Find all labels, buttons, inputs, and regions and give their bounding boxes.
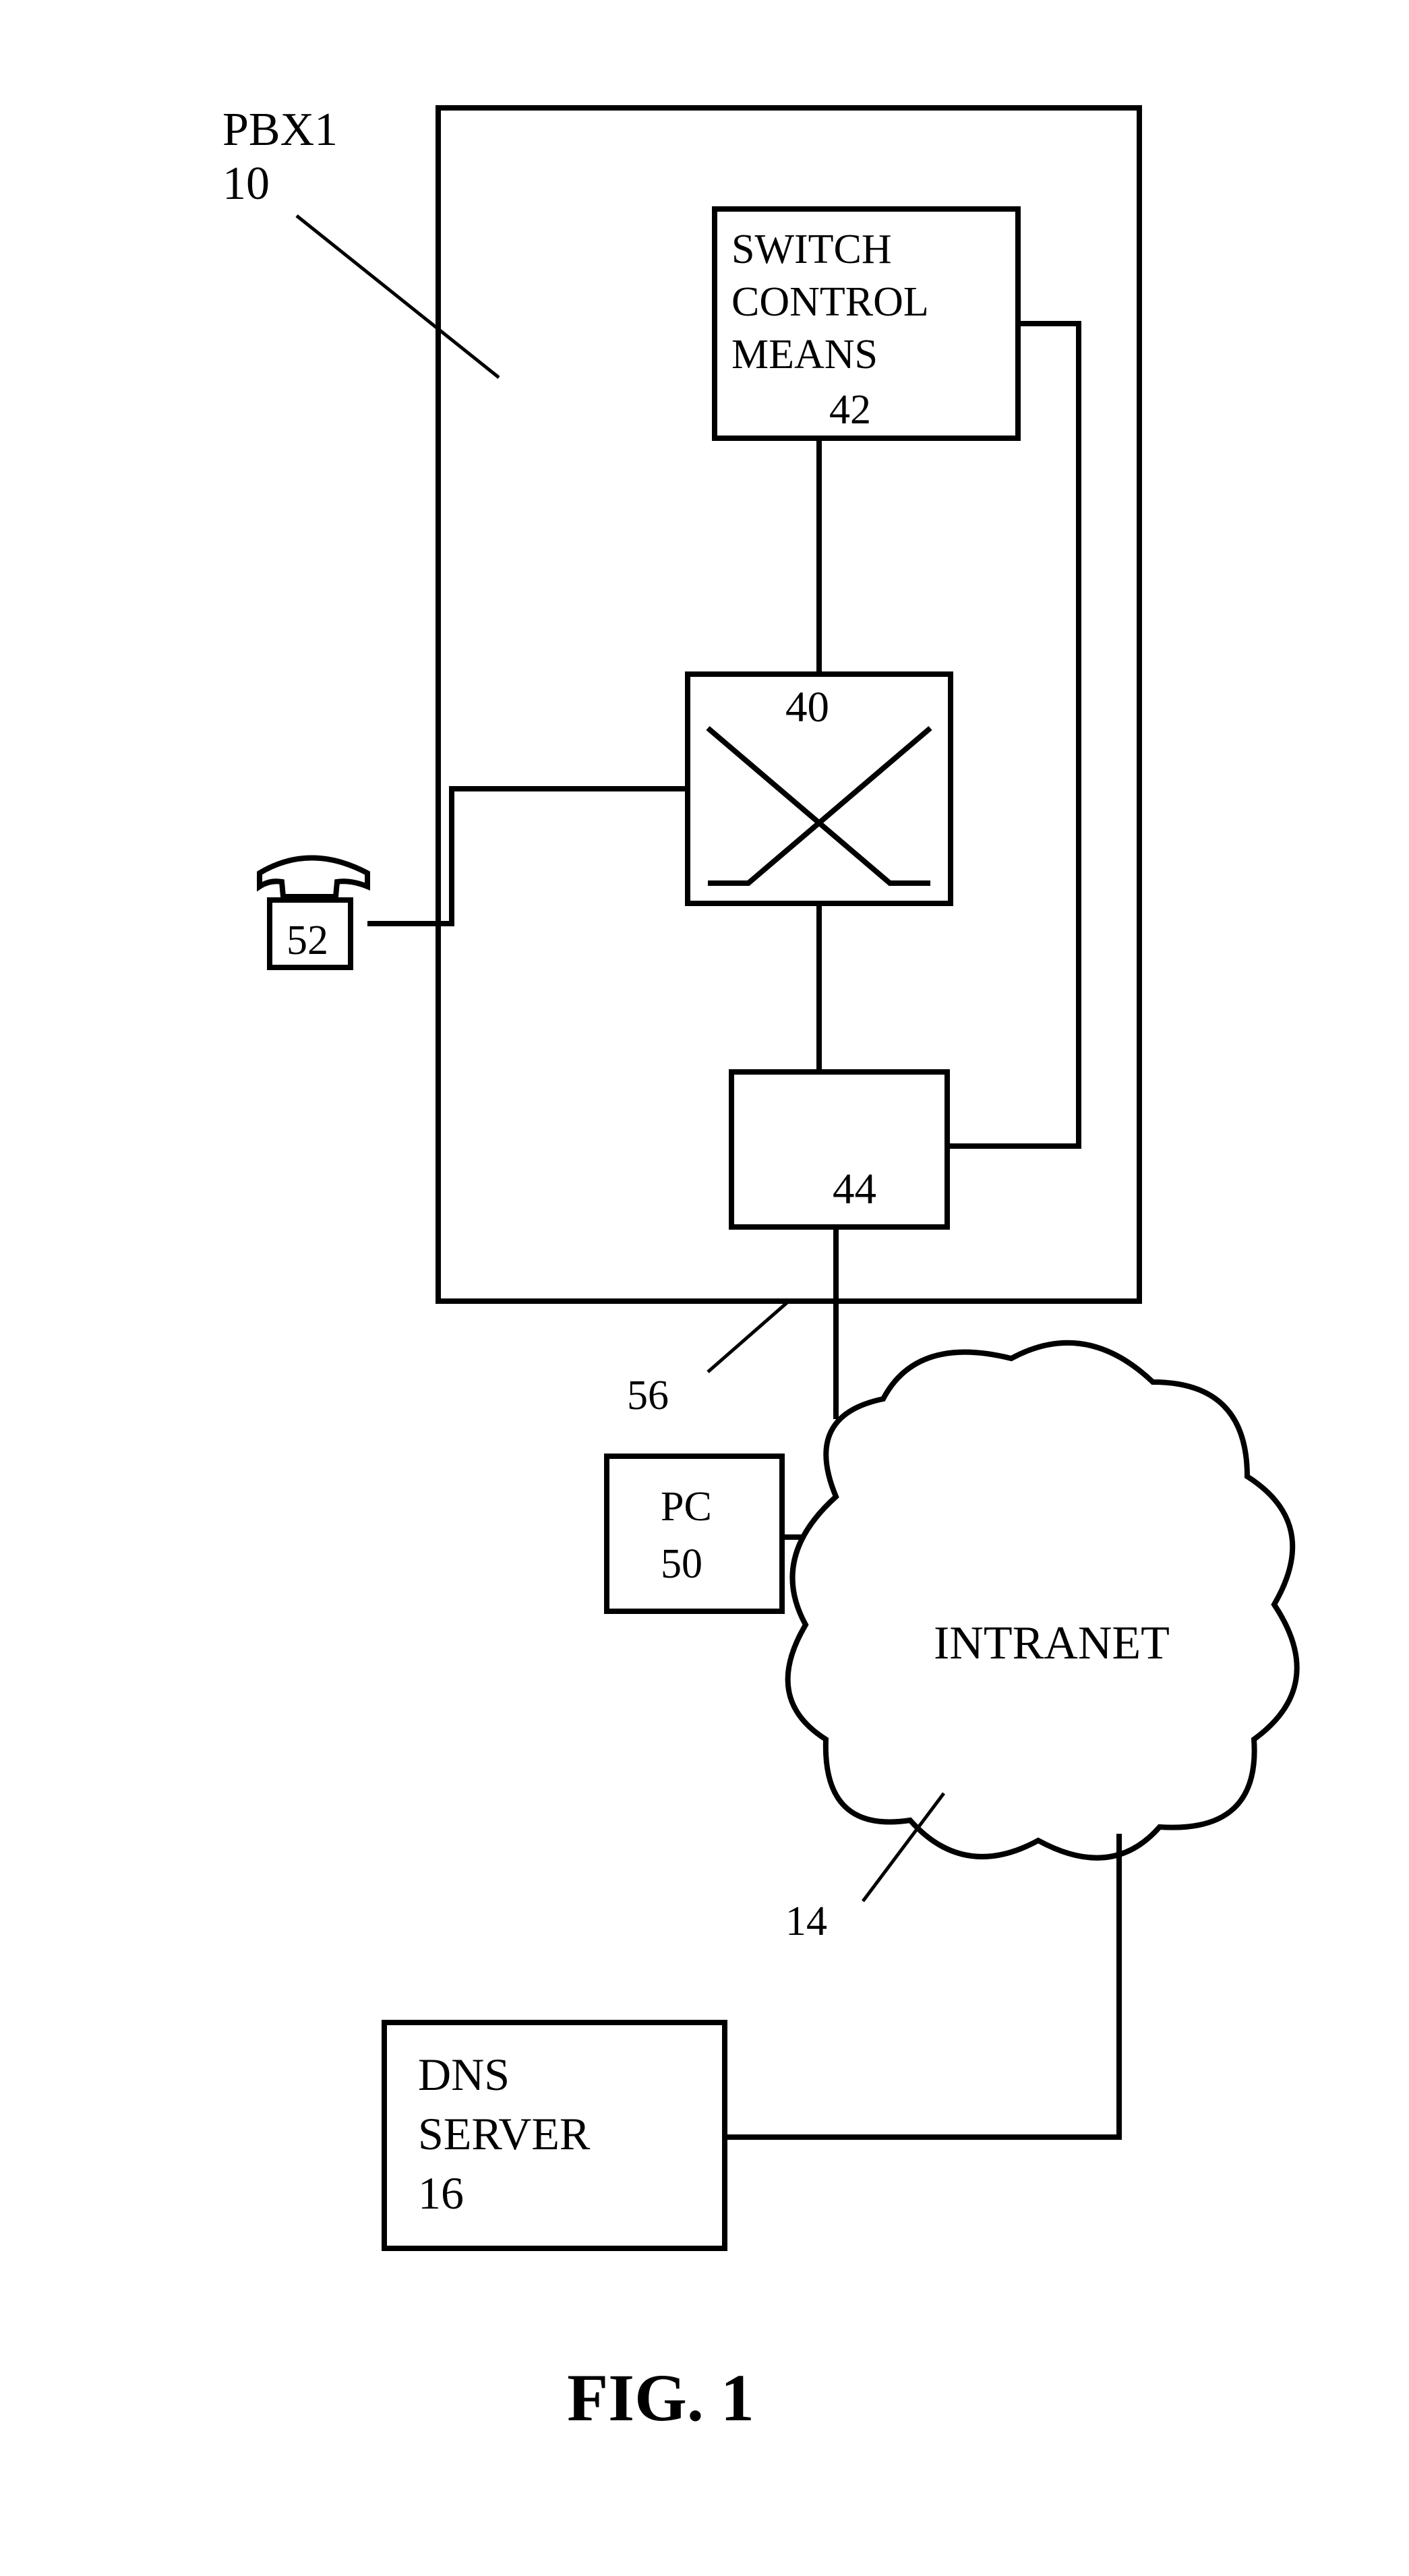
pc-line1: PC <box>661 1484 712 1530</box>
pc-line2: 50 <box>661 1541 702 1587</box>
pc-box <box>607 1456 782 1611</box>
text-labels: PBX1 10 SWITCH CONTROL MEANS 42 40 44 52… <box>222 104 1170 2435</box>
switch-control-line2: CONTROL <box>731 279 929 325</box>
callout-56-text: 56 <box>627 1373 669 1418</box>
callout-56-leader <box>708 1301 789 1372</box>
dns-line3: 16 <box>418 2167 464 2219</box>
switch-40-cross <box>708 728 930 883</box>
conn-42-right-to-44 <box>947 324 1079 1146</box>
telephone-number: 52 <box>287 918 328 963</box>
dns-line1: DNS <box>418 2049 510 2100</box>
pbx-leader-line <box>297 216 499 378</box>
figure-caption: FIG. 1 <box>567 2360 754 2435</box>
diagram-root <box>260 108 1297 2248</box>
dns-line2: SERVER <box>418 2108 591 2159</box>
pbx-label-2: 10 <box>222 158 270 210</box>
switch-control-line1: SWITCH <box>731 227 892 272</box>
switch-40-number: 40 <box>785 683 829 731</box>
intranet-cloud <box>788 1343 1297 1858</box>
conn-cloud-to-dns <box>725 1834 1119 2137</box>
pbx-label-1: PBX1 <box>222 104 338 156</box>
intranet-label: INTRANET <box>934 1617 1170 1669</box>
callout-14-text: 14 <box>785 1898 827 1944</box>
switch-control-number: 42 <box>829 387 871 433</box>
switch-control-line3: MEANS <box>731 332 878 378</box>
box-44-number: 44 <box>833 1165 876 1214</box>
conn-40-to-phone <box>367 789 688 924</box>
